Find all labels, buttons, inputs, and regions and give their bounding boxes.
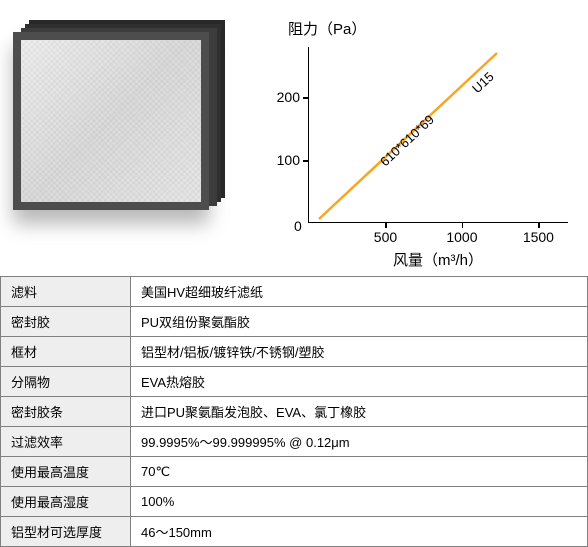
top-section: 阻力（Pa） 610*610*69 U15 10020050010001500 … bbox=[0, 0, 588, 276]
spec-value: EVA热熔胶 bbox=[131, 367, 588, 397]
x-tick-label: 500 bbox=[374, 229, 397, 245]
spec-value: 进口PU聚氨酯发泡胶、EVA、氯丁橡胶 bbox=[131, 397, 588, 427]
spec-value: 70℃ bbox=[131, 457, 588, 487]
spec-value: 铝型材/铝板/镀锌铁/不锈钢/塑胶 bbox=[131, 337, 588, 367]
table-row: 使用最高温度70℃ bbox=[1, 457, 588, 487]
filter-illustration bbox=[13, 10, 223, 210]
chart-origin-label: 0 bbox=[294, 218, 302, 234]
table-row: 铝型材可选厚度46～150mm bbox=[1, 517, 588, 547]
spec-key: 铝型材可选厚度 bbox=[1, 517, 131, 547]
table-row: 分隔物EVA热熔胶 bbox=[1, 367, 588, 397]
chart-plot-area: 610*610*69 U15 10020050010001500 bbox=[308, 47, 568, 223]
chart-y-label: 阻力（Pa） bbox=[288, 18, 568, 39]
product-photo bbox=[0, 0, 236, 276]
table-row: 滤料美国HV超细玻纤滤纸 bbox=[1, 277, 588, 307]
spec-value: PU双组份聚氨酯胶 bbox=[131, 307, 588, 337]
spec-value: 46～150mm bbox=[131, 517, 588, 547]
spec-key: 分隔物 bbox=[1, 367, 131, 397]
spec-key: 滤料 bbox=[1, 277, 131, 307]
chart-x-label: 风量（m³/h） bbox=[308, 249, 568, 270]
spec-value: 99.9995%～99.999995% @ 0.12μm bbox=[131, 427, 588, 457]
table-row: 框材铝型材/铝板/镀锌铁/不锈钢/塑胶 bbox=[1, 337, 588, 367]
table-row: 过滤效率99.9995%～99.999995% @ 0.12μm bbox=[1, 427, 588, 457]
spec-key: 密封胶条 bbox=[1, 397, 131, 427]
resistance-chart: 阻力（Pa） 610*610*69 U15 10020050010001500 … bbox=[236, 0, 588, 276]
table-row: 密封胶条进口PU聚氨酯发泡胶、EVA、氯丁橡胶 bbox=[1, 397, 588, 427]
table-row: 密封胶PU双组份聚氨酯胶 bbox=[1, 307, 588, 337]
spec-value: 美国HV超细玻纤滤纸 bbox=[131, 277, 588, 307]
x-tick-label: 1500 bbox=[523, 229, 554, 245]
spec-key: 过滤效率 bbox=[1, 427, 131, 457]
y-tick-label: 100 bbox=[277, 152, 300, 168]
x-tick-label: 1000 bbox=[446, 229, 477, 245]
y-tick-label: 200 bbox=[277, 89, 300, 105]
spec-key: 使用最高温度 bbox=[1, 457, 131, 487]
spec-table: 滤料美国HV超细玻纤滤纸密封胶PU双组份聚氨酯胶框材铝型材/铝板/镀锌铁/不锈钢… bbox=[0, 276, 588, 547]
spec-key: 密封胶 bbox=[1, 307, 131, 337]
spec-key: 框材 bbox=[1, 337, 131, 367]
